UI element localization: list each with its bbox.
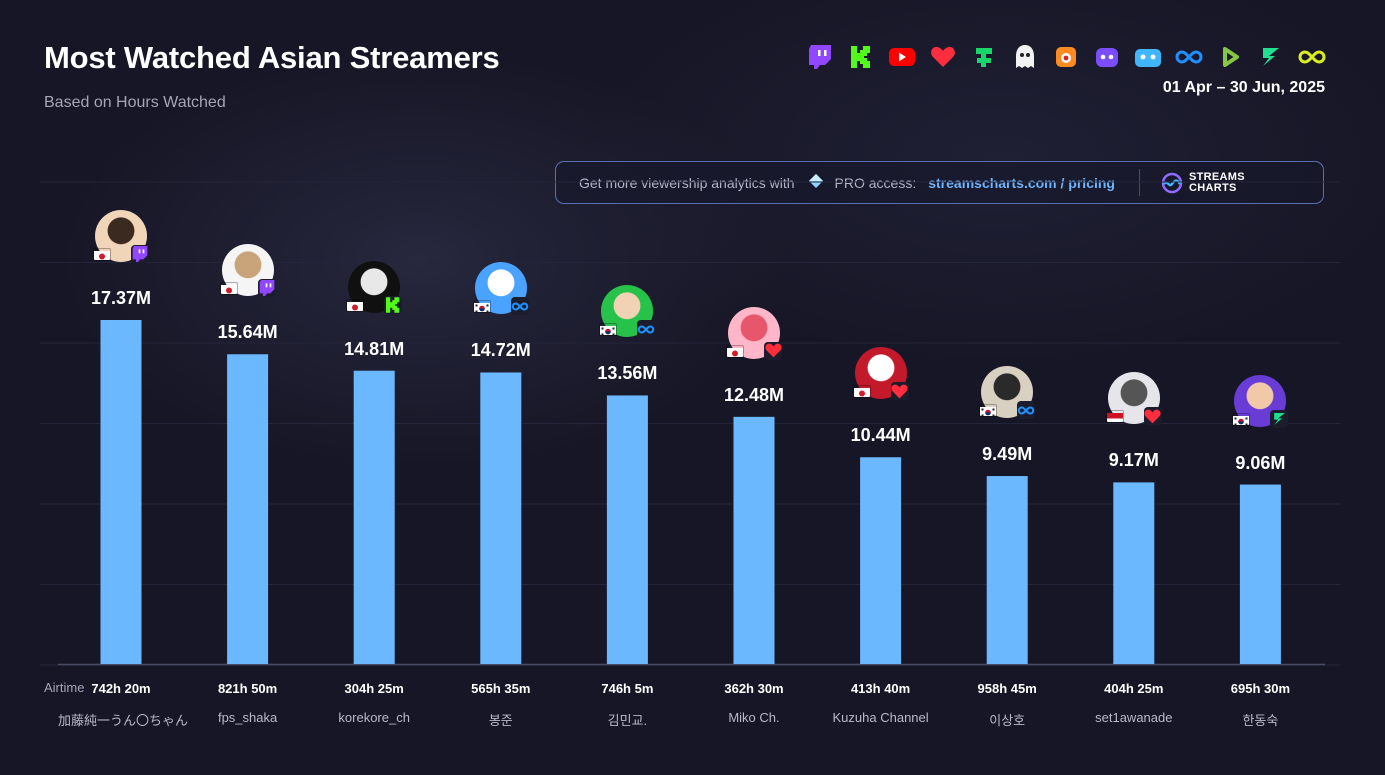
- flag-icon-jp: [93, 248, 111, 261]
- heart-icon: [764, 341, 782, 360]
- twitch-icon: [131, 245, 149, 263]
- chart-subtitle: Based on Hours Watched: [44, 94, 226, 111]
- flag-icon-kr: [472, 300, 491, 314]
- infinity-yellow-icon: [1297, 44, 1327, 70]
- bar-5: [733, 416, 775, 664]
- chart-title: Most Watched Asian Streamers: [44, 40, 500, 75]
- streamer-name[interactable]: Kuzuha Channel: [832, 710, 929, 725]
- flag-icon-id: [1105, 410, 1124, 424]
- chzzk-icon: [510, 297, 529, 316]
- streamer-name[interactable]: korekore_ch: [338, 710, 410, 725]
- value-label: 12.48M: [723, 384, 785, 405]
- flag-icon-jp: [346, 298, 365, 312]
- heart-icon: [890, 382, 909, 401]
- kick-icon: [846, 44, 876, 70]
- bar-0: [100, 320, 142, 664]
- bar-3: [480, 372, 522, 664]
- twitch-icon: [257, 279, 276, 298]
- airtime-value: 746h 5m: [601, 681, 654, 696]
- date-range: 01 Apr – 30 Jun, 2025: [1162, 79, 1325, 96]
- value-label: 13.56M: [597, 363, 658, 384]
- flag-icon-jp: [219, 282, 238, 296]
- chzzk-icon: [1017, 401, 1036, 420]
- value-label: 15.64M: [217, 322, 278, 343]
- youtube-icon: [887, 44, 917, 70]
- airtime-value: 404h 25m: [1104, 681, 1164, 696]
- bar-6: [860, 457, 902, 664]
- flag-icon-jp: [852, 385, 871, 399]
- flag-icon-kr: [979, 404, 998, 418]
- ghost-icon: [1010, 44, 1040, 70]
- value-label: 9.06M: [1235, 452, 1286, 473]
- flag-icon-jp: [726, 344, 744, 358]
- value-label: 10.44M: [850, 425, 911, 446]
- streamer-name[interactable]: 봉준: [488, 713, 513, 728]
- bar-7: [986, 476, 1028, 664]
- bar-8: [1113, 482, 1155, 664]
- airtime-value: 742h 20m: [91, 681, 151, 696]
- owl-icon: [1051, 44, 1081, 70]
- airtime-value: 958h 45m: [977, 681, 1037, 696]
- infinity-icon: [1174, 44, 1204, 70]
- streamer-name[interactable]: 한동숙: [1242, 713, 1279, 728]
- bilibili-icon: [1133, 44, 1163, 70]
- bar-9: [1239, 484, 1281, 664]
- airtime-label: Airtime: [44, 680, 85, 695]
- bar-4: [606, 395, 648, 664]
- value-label: 17.37M: [90, 288, 152, 308]
- streamer-name[interactable]: 加藤純一うん〇ちゃん: [58, 713, 189, 728]
- heart-icon: [1143, 407, 1162, 426]
- heart-icon: [928, 44, 958, 70]
- logo-line-1: STREAMS: [1188, 170, 1245, 183]
- chzzk-icon: [637, 320, 656, 339]
- diamond-icon: [808, 174, 823, 191]
- streamer-name[interactable]: 이상호: [989, 713, 1026, 728]
- airtime-value: 304h 25m: [344, 681, 404, 696]
- zeta-icon: [1256, 44, 1286, 70]
- streamer-name[interactable]: Miko Ch.: [728, 710, 780, 725]
- airtime-value: 362h 30m: [724, 681, 784, 696]
- airtime-value: 565h 35m: [471, 681, 531, 696]
- flag-icon-kr: [1232, 412, 1251, 426]
- logo-line-2: CHARTS: [1188, 181, 1237, 194]
- zeta-icon: [1270, 409, 1289, 428]
- value-label: 14.72M: [470, 340, 531, 361]
- bar-2: [353, 370, 395, 664]
- platform-icon-row: [805, 44, 1327, 70]
- airtime-value: 695h 30m: [1230, 681, 1291, 696]
- rumble-icon: [1215, 44, 1245, 70]
- streamer-name[interactable]: fps_shaka: [217, 710, 278, 725]
- streamer-name[interactable]: 김민교.: [607, 713, 648, 728]
- bar-1: [227, 354, 269, 664]
- flag-icon-kr: [599, 323, 618, 337]
- streamer-name[interactable]: set1awanade: [1095, 710, 1173, 725]
- twitch-icon: [805, 44, 835, 70]
- trovo-icon: [969, 44, 999, 70]
- value-label: 14.81M: [344, 338, 405, 359]
- kick-icon: [384, 295, 403, 314]
- airtime-value: 413h 40m: [850, 681, 911, 696]
- value-label: 9.17M: [1108, 450, 1159, 471]
- airtime-value: 821h 50m: [217, 681, 278, 696]
- value-label: 9.49M: [982, 444, 1033, 465]
- bot-icon: [1092, 44, 1122, 70]
